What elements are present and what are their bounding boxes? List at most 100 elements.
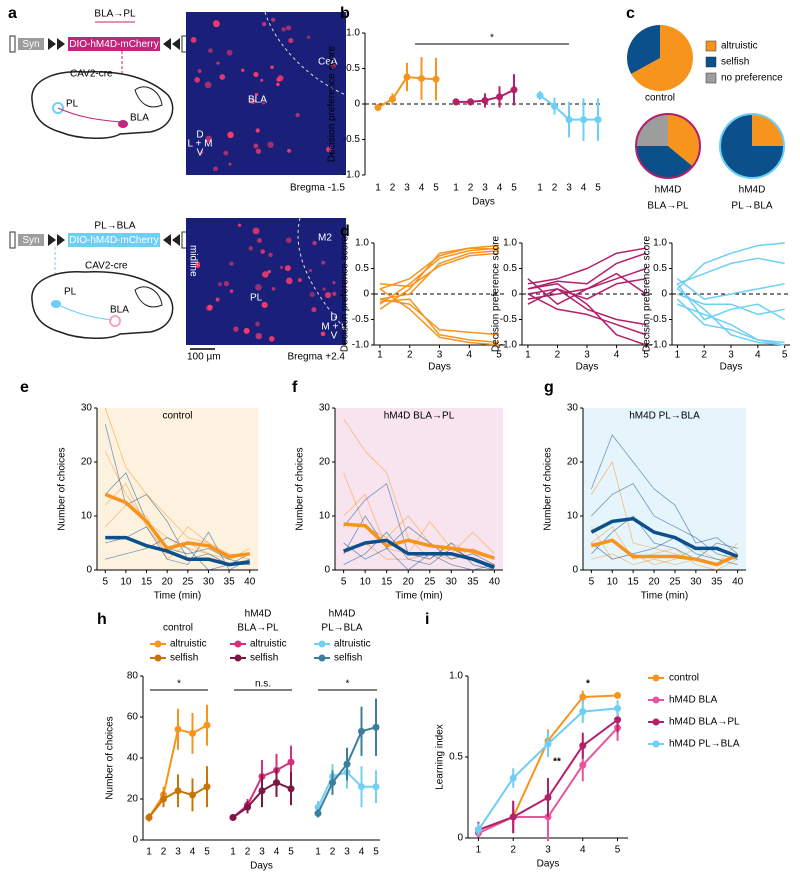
cell — [260, 78, 264, 82]
marker — [544, 740, 552, 748]
series-line — [343, 522, 495, 560]
cell — [208, 48, 213, 54]
x-tick-label: 35 — [224, 577, 236, 588]
legend-marker — [234, 654, 242, 662]
series-line — [527, 247, 647, 285]
orient-label: D — [330, 313, 337, 324]
x-tick-label: 5 — [433, 183, 439, 194]
x-axis-title: Days — [720, 362, 743, 373]
marker — [432, 75, 440, 83]
y-tick-label: 0 — [661, 289, 667, 300]
x-tick-label: 10 — [120, 577, 132, 588]
promoter — [18, 234, 44, 246]
marker — [510, 86, 518, 94]
marker — [389, 95, 396, 103]
cell — [227, 131, 234, 139]
pie-slice — [752, 114, 784, 146]
marker — [579, 708, 587, 716]
x-tick-label: 40 — [732, 577, 744, 588]
x-tick-label: 20 — [162, 577, 174, 588]
x-axis-title: Time (min) — [641, 591, 688, 602]
cell — [309, 291, 315, 298]
cell — [216, 61, 220, 65]
panel-letter: d — [340, 223, 350, 240]
cell — [262, 22, 267, 27]
series-line — [379, 298, 500, 336]
cav-label: CAV2-cre — [85, 261, 128, 272]
y-tick-label: 0 — [324, 565, 330, 576]
legend-label: altruistic — [170, 639, 207, 650]
x-tick-label: 4 — [419, 183, 425, 194]
marker — [189, 791, 196, 799]
cell — [321, 260, 326, 265]
cell — [268, 336, 275, 342]
plot-title: hM4D BLA→PL — [384, 411, 455, 422]
orient-label: V — [331, 331, 338, 342]
series-line — [677, 257, 785, 285]
y-tick-label: 1.0 — [449, 671, 463, 682]
marker — [358, 783, 365, 791]
legend-marker — [652, 696, 660, 704]
y-tick-label: 0 — [572, 565, 578, 576]
cell — [207, 304, 213, 311]
plot-title: hM4D PL→BLA — [629, 411, 700, 422]
x-tick-label: 5 — [204, 847, 210, 858]
cell — [271, 287, 276, 291]
series-line — [677, 303, 785, 344]
legend-title: BLA→PL — [237, 623, 279, 634]
pie-slice — [668, 114, 701, 167]
legend-label: no preference — [721, 73, 783, 84]
y-tick-label: -0.5 — [352, 314, 370, 325]
cell — [237, 223, 242, 227]
y-tick-label: -1.0 — [500, 340, 518, 351]
marker — [160, 795, 167, 803]
x-tick-label: 1 — [525, 350, 531, 361]
y-tick-label: 1.0 — [653, 238, 667, 249]
histology-image — [186, 218, 346, 345]
legend-label: altruistic — [721, 41, 758, 52]
x-tick-label: 4 — [581, 183, 587, 194]
y-tick-label: 0 — [363, 289, 369, 300]
y-tick-label: 0 — [86, 565, 92, 576]
marker — [244, 803, 251, 811]
marker — [579, 761, 587, 769]
x-tick-label: 2 — [330, 847, 336, 858]
legend-label: selfish — [334, 653, 362, 664]
marker — [372, 783, 380, 791]
x-axis-title: Days — [428, 362, 451, 373]
lox — [163, 234, 180, 246]
marker — [551, 102, 558, 110]
cell — [223, 280, 230, 287]
x-tick-label: 35 — [711, 577, 723, 588]
marker — [374, 104, 382, 112]
panel-letter: c — [626, 5, 635, 22]
marker — [314, 809, 322, 817]
series-line — [590, 538, 739, 567]
x-tick-label: 5 — [496, 350, 502, 361]
orient-label: M + L — [321, 322, 347, 333]
cell — [322, 287, 326, 291]
cell — [205, 135, 213, 143]
cell — [286, 25, 292, 31]
cell — [260, 249, 266, 254]
legend-label: hM4D BLA→PL — [669, 717, 740, 728]
x-tick-label: 4 — [614, 350, 620, 361]
y-tick-label: 0.5 — [355, 263, 369, 274]
promoter — [18, 38, 44, 50]
marker — [614, 716, 622, 724]
cell — [255, 332, 263, 340]
cell — [243, 327, 250, 334]
cell — [252, 227, 260, 235]
lox — [163, 38, 180, 50]
marker — [579, 693, 587, 701]
series-line — [676, 283, 786, 321]
bla-site — [118, 120, 128, 128]
legend-label: selfish — [170, 653, 198, 664]
x-tick-label: 3 — [728, 350, 734, 361]
x-tick-label: 10 — [360, 577, 372, 588]
x-axis-title: Time (min) — [395, 591, 442, 602]
orient-label: D — [196, 130, 203, 141]
marker — [372, 723, 380, 731]
x-tick-label: 5 — [511, 183, 517, 194]
x-tick-label: 15 — [628, 577, 640, 588]
